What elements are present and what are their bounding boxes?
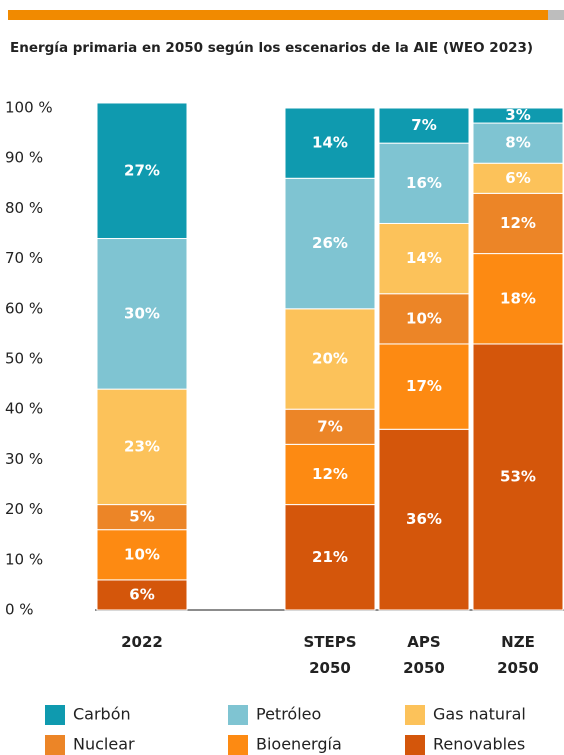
bar-segment: [472, 192, 564, 255]
bar-segment: [284, 504, 376, 611]
bar-segment: [378, 428, 470, 611]
chart-title: Energía primaria en 2050 según los escen…: [10, 40, 533, 56]
y-tick-label: 10 %: [5, 550, 43, 568]
y-tick-label: 60 %: [5, 299, 43, 317]
data-label: 10%: [406, 309, 442, 327]
bar-segment: [284, 177, 376, 310]
y-tick-label: 0 %: [5, 601, 34, 619]
y-tick-label: 20 %: [5, 500, 43, 518]
x-tick-label: NZE 2050: [497, 633, 539, 677]
data-label: 14%: [312, 134, 348, 152]
y-tick-label: 100 %: [5, 99, 53, 117]
data-label: 16%: [406, 174, 442, 192]
y-tick-label: 70 %: [5, 249, 43, 267]
bar-segment: [284, 443, 376, 506]
legend-label: Petróleo: [256, 705, 321, 724]
legend-label: Gas natural: [433, 705, 526, 724]
legend-swatch: [45, 735, 65, 755]
bar-segment: [472, 122, 564, 164]
bar-segment: [378, 222, 470, 295]
bar-segment: [378, 142, 470, 224]
bar-segment: [284, 107, 376, 179]
data-label: 21%: [312, 548, 348, 566]
header-bar: [8, 10, 548, 20]
data-label: 26%: [312, 234, 348, 252]
y-tick-label: 80 %: [5, 199, 43, 217]
bar-segment: [472, 107, 564, 124]
bar-segment: [378, 107, 470, 144]
y-tick-label: 90 %: [5, 149, 43, 167]
data-label: 14%: [406, 249, 442, 267]
legend-swatch: [45, 705, 65, 725]
bar-segment: [96, 102, 188, 240]
x-tick-label: 2022: [121, 633, 163, 651]
legend-label: Nuclear: [73, 735, 135, 754]
data-label: 3%: [505, 106, 530, 124]
data-label: 23%: [124, 437, 160, 455]
y-tick-label: 30 %: [5, 450, 43, 468]
data-label: 18%: [500, 289, 536, 307]
legend-swatch: [405, 705, 425, 725]
bar-segment: [378, 343, 470, 430]
data-label: 7%: [411, 116, 436, 134]
bar-segment: [284, 308, 376, 410]
bar-segment: [472, 162, 564, 194]
data-label: 10%: [124, 545, 160, 563]
data-label: 30%: [124, 304, 160, 322]
legend-label: Renovables: [433, 735, 525, 754]
data-label: 8%: [505, 134, 530, 152]
legend-label: Carbón: [73, 705, 131, 724]
legend-swatch: [228, 735, 248, 755]
data-label: 6%: [129, 585, 154, 603]
x-tick-label: STEPS 2050: [303, 633, 356, 677]
bar-segment: [378, 293, 470, 345]
bar-segment: [96, 579, 188, 611]
data-label: 27%: [124, 161, 160, 179]
y-tick-label: 50 %: [5, 350, 43, 368]
data-label: 7%: [317, 417, 342, 435]
x-tick-label: APS 2050: [403, 633, 445, 677]
legend-swatch: [228, 705, 248, 725]
data-label: 17%: [406, 377, 442, 395]
legend-swatch: [405, 735, 425, 755]
bar-segment: [472, 253, 564, 345]
y-tick-label: 40 %: [5, 400, 43, 418]
bar-segment: [96, 238, 188, 390]
header-bar-end: [548, 10, 564, 20]
legend-label: Bioenergía: [256, 735, 342, 754]
data-label: 53%: [500, 467, 536, 485]
data-label: 20%: [312, 350, 348, 368]
bar-segment: [472, 343, 564, 611]
data-label: 36%: [406, 510, 442, 528]
data-label: 12%: [500, 214, 536, 232]
data-label: 6%: [505, 169, 530, 187]
data-label: 12%: [312, 465, 348, 483]
data-label: 5%: [129, 508, 154, 526]
